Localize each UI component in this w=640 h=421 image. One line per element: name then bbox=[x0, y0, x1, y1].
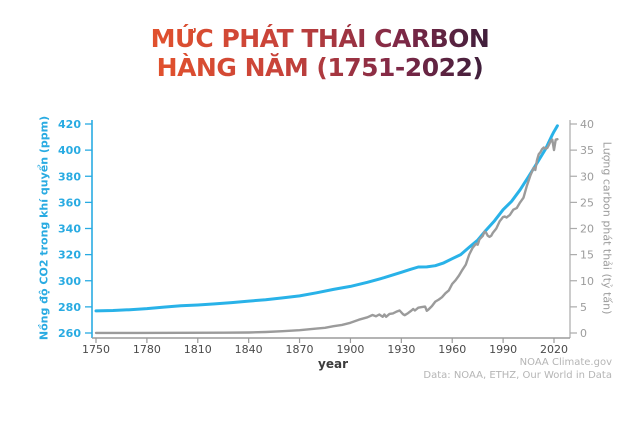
right-y-axis-title: Lượng carbon phát thải (tỷ tấn) bbox=[600, 141, 614, 315]
series-line-co2-concentration bbox=[94, 124, 559, 313]
x-tick-label: 1960 bbox=[438, 343, 466, 356]
x-tick-label: 1750 bbox=[82, 343, 110, 356]
right-y-tick-label: 20 bbox=[580, 223, 594, 236]
chart-title-line1: MỨC PHÁT THẢI CARBON bbox=[150, 24, 490, 53]
left-y-tick-label: 280 bbox=[58, 301, 81, 314]
credit-line-2: Data: NOAA, ETHZ, Our World in Data bbox=[423, 370, 612, 381]
x-tick-label: 2020 bbox=[540, 343, 568, 356]
credit-line-1: NOAA Climate.gov bbox=[519, 357, 612, 368]
left-y-tick-label: 340 bbox=[58, 223, 81, 236]
left-y-tick-label: 400 bbox=[58, 144, 81, 157]
right-y-tick-label: 35 bbox=[580, 144, 594, 157]
x-tick-label: 1870 bbox=[286, 343, 314, 356]
x-tick-label: 1780 bbox=[133, 343, 161, 356]
source-attribution: NOAA Climate.gov Data: NOAA, ETHZ, Our W… bbox=[423, 356, 612, 382]
right-y-tick-label: 15 bbox=[580, 249, 594, 262]
left-y-tick-label: 380 bbox=[58, 170, 81, 183]
left-y-tick-label: 420 bbox=[58, 118, 81, 131]
right-y-tick-label: 0 bbox=[580, 327, 587, 340]
left-y-tick-label: 300 bbox=[58, 275, 81, 288]
left-y-tick-label: 320 bbox=[58, 249, 81, 262]
right-y-tick-label: 40 bbox=[580, 118, 594, 131]
x-tick-label: 1900 bbox=[336, 343, 364, 356]
x-tick-label: 1930 bbox=[387, 343, 415, 356]
series-line-carbon-emissions bbox=[94, 137, 559, 335]
left-y-tick-label: 360 bbox=[58, 196, 81, 209]
right-y-tick-label: 10 bbox=[580, 275, 594, 288]
x-tick-label: 1840 bbox=[235, 343, 263, 356]
x-axis-title: year bbox=[318, 357, 348, 371]
x-tick-label: 1810 bbox=[184, 343, 212, 356]
chart-title: MỨC PHÁT THẢI CARBON HÀNG NĂM (1751-2022… bbox=[0, 24, 640, 82]
right-y-tick-label: 30 bbox=[580, 170, 594, 183]
right-y-tick-label: 25 bbox=[580, 196, 594, 209]
right-y-tick-label: 5 bbox=[580, 301, 587, 314]
left-y-tick-label: 260 bbox=[58, 327, 81, 340]
x-tick-label: 1990 bbox=[489, 343, 517, 356]
chart-title-line2: HÀNG NĂM (1751-2022) bbox=[156, 53, 484, 82]
